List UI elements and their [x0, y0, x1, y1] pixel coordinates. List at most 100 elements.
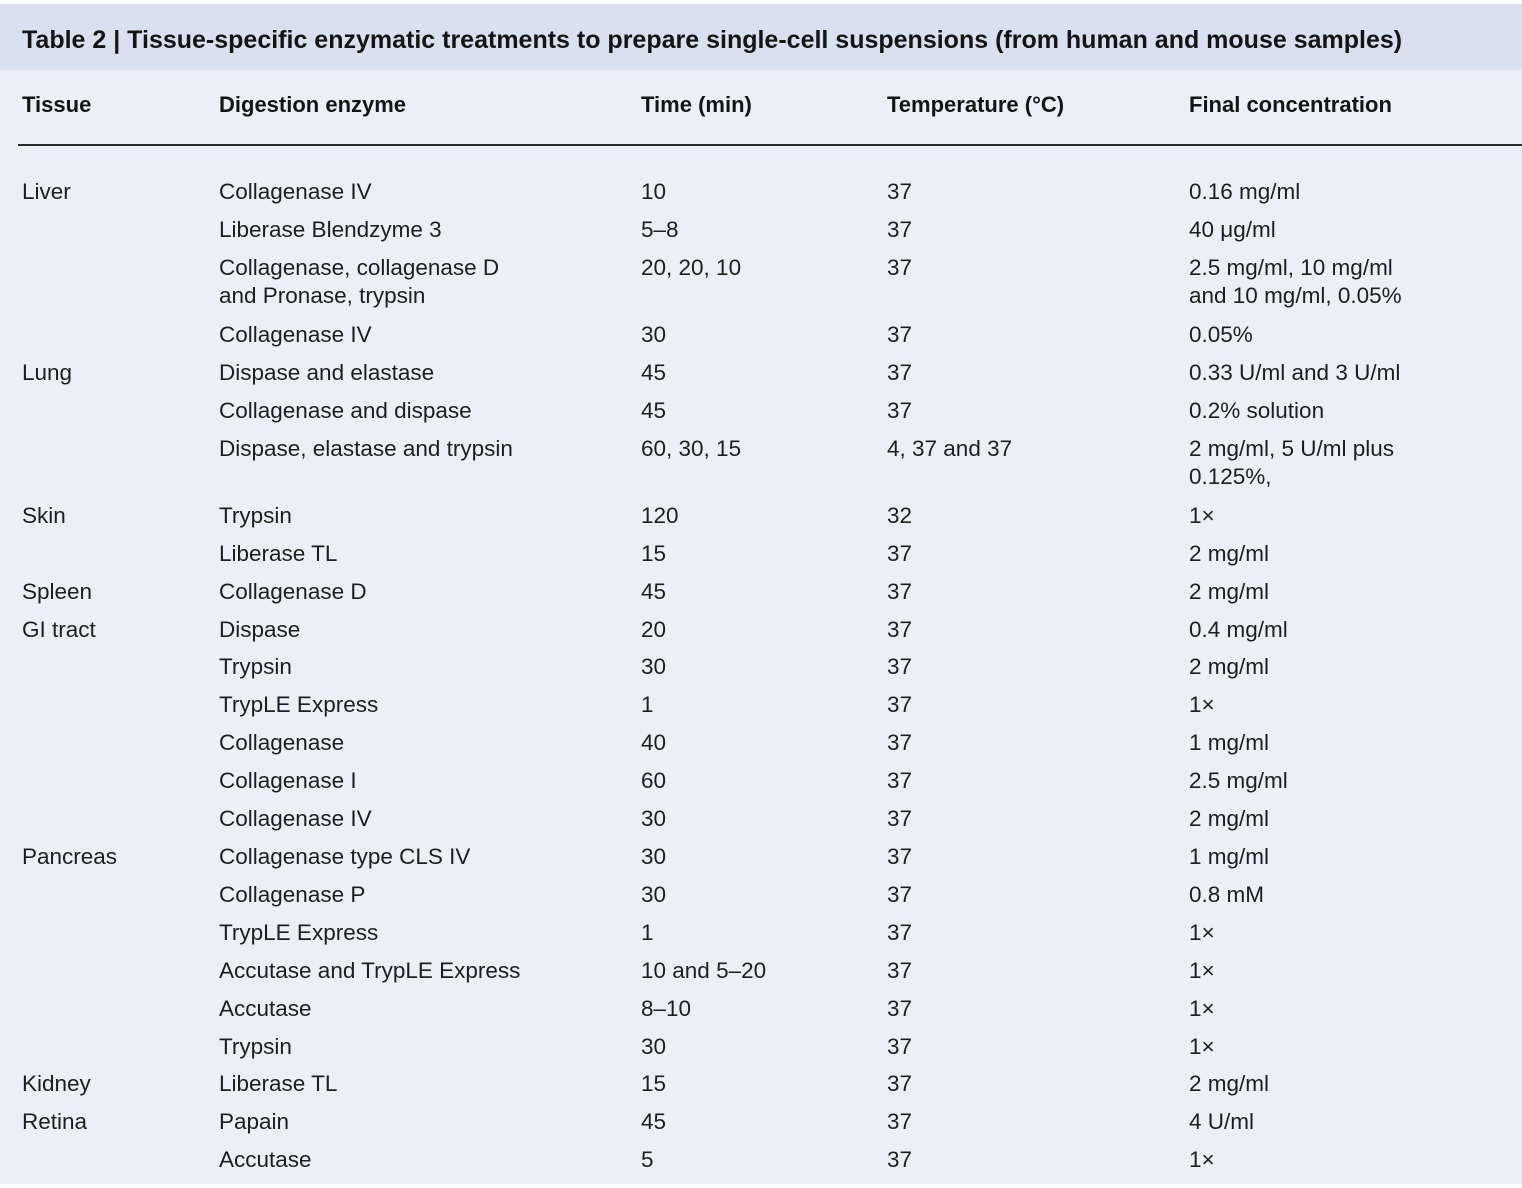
cell-temperature: 37 [887, 920, 913, 945]
cell-final-concentration: 0.05% [1189, 322, 1253, 347]
cell-temperature: 37 [887, 579, 913, 604]
cell-temperature: 37 [887, 654, 913, 679]
cell-time: 5–8 [641, 217, 679, 242]
cell-time: 1 [641, 692, 654, 717]
cell-digestion-enzyme: TrypLE Express [219, 692, 379, 717]
cell-final-concentration: 40 μg/ml [1189, 217, 1276, 242]
cell-final-concentration: 4 U/ml [1189, 1109, 1255, 1134]
cell-digestion-enzyme: Dispase, elastase and trypsin [219, 436, 513, 461]
cell-time: 15 [641, 541, 667, 566]
cell-time: 45 [641, 579, 667, 604]
cell-time: 30 [641, 882, 667, 907]
cell-tissue: Lung [22, 360, 73, 385]
cell-digestion-enzyme: Dispase and elastase [219, 360, 435, 385]
caption-bar: Table 2 | Tissue-specific enzymatic trea… [0, 4, 1522, 70]
cell-digestion-enzyme: Collagenase P [219, 882, 366, 907]
cell-time: 20, 20, 10 [641, 255, 742, 280]
cell-final-concentration: 1× [1189, 503, 1215, 528]
cell-digestion-enzyme: Papain [219, 1109, 290, 1134]
cell-temperature: 37 [887, 217, 913, 242]
cell-final-concentration: 2.5 mg/ml [1189, 768, 1288, 793]
cell-temperature: 37 [887, 1147, 913, 1172]
table-panel: Table 2 | Tissue-specific enzymatic trea… [0, 4, 1522, 1184]
cell-time: 120 [641, 503, 679, 528]
cell-digestion-enzyme: Trypsin [219, 654, 292, 679]
cell-time: 10 and 5–20 [641, 958, 767, 983]
cell-digestion-enzyme: Collagenase IV [219, 806, 372, 831]
cell-temperature: 37 [887, 255, 913, 280]
cell-time: 40 [641, 730, 667, 755]
cell-temperature: 37 [887, 730, 913, 755]
cell-temperature: 37 [887, 617, 913, 642]
cell-digestion-enzyme: Liberase TL [219, 1071, 338, 1096]
cell-final-concentration: 0.4 mg/ml [1189, 617, 1288, 642]
cell-final-concentration: 1× [1189, 692, 1215, 717]
cell-digestion-enzyme: Trypsin [219, 1034, 292, 1059]
cell-digestion-enzyme: Trypsin [219, 503, 292, 528]
cell-final-concentration: 1× [1189, 996, 1215, 1021]
cell-tissue: Liver [22, 179, 71, 204]
cell-tissue: Spleen [22, 579, 93, 604]
cell-final-concentration: 1 mg/ml [1189, 730, 1270, 755]
cell-final-concentration: 2 mg/ml [1189, 1071, 1270, 1096]
table-caption: Table 2 | Tissue-specific enzymatic trea… [22, 26, 1403, 54]
cell-temperature: 37 [887, 996, 913, 1021]
cell-digestion-enzyme: TrypLE Express [219, 920, 379, 945]
cell-digestion-enzyme: Dispase [219, 617, 301, 642]
cell-digestion-enzyme: Accutase and TrypLE Express [219, 958, 521, 983]
cell-digestion-enzyme: Liberase Blendzyme 3 [219, 217, 442, 242]
cell-digestion-enzyme: Collagenase D [219, 579, 367, 604]
cell-final-concentration: 2 mg/ml [1189, 579, 1270, 604]
cell-temperature: 37 [887, 768, 913, 793]
cell-tissue: Pancreas [22, 844, 118, 869]
cell-digestion-enzyme: Liberase TL [219, 541, 338, 566]
cell-temperature: 37 [887, 844, 913, 869]
column-header-temperature: Temperature (°C) [887, 92, 1065, 117]
cell-time: 30 [641, 654, 667, 679]
cell-tissue: Retina [22, 1109, 88, 1134]
cell-temperature: 37 [887, 806, 913, 831]
cell-final-concentration: 0.16 mg/ml [1189, 179, 1301, 204]
cell-final-concentration: 2.5 mg/ml, 10 mg/ml and 10 mg/ml, 0.05% [1189, 255, 1402, 308]
column-header-time: Time (min) [641, 92, 752, 117]
cell-digestion-enzyme: Collagenase, collagenase D and Pronase, … [219, 255, 500, 308]
cell-final-concentration: 0.8 mM [1189, 882, 1265, 907]
column-header-digestion-enzyme: Digestion enzyme [219, 92, 407, 117]
cell-temperature: 37 [887, 1034, 913, 1059]
cell-final-concentration: 1× [1189, 1147, 1215, 1172]
cell-time: 30 [641, 844, 667, 869]
cell-final-concentration: 0.2% solution [1189, 398, 1325, 423]
cell-temperature: 37 [887, 398, 913, 423]
cell-tissue: Kidney [22, 1071, 91, 1096]
cell-tissue: GI tract [22, 617, 96, 642]
cell-final-concentration: 1 mg/ml [1189, 844, 1270, 869]
cell-digestion-enzyme: Collagenase IV [219, 322, 372, 347]
cell-time: 45 [641, 360, 667, 385]
cell-final-concentration: 2 mg/ml [1189, 541, 1270, 566]
header-divider [18, 144, 1522, 146]
cell-temperature: 32 [887, 503, 913, 528]
cell-temperature: 37 [887, 360, 913, 385]
cell-time: 15 [641, 1071, 667, 1096]
cell-temperature: 4, 37 and 37 [887, 436, 1013, 461]
cell-final-concentration: 1× [1189, 958, 1215, 983]
cell-final-concentration: 0.33 U/ml and 3 U/ml [1189, 360, 1401, 385]
column-header-final-concentration: Final concentration [1189, 92, 1392, 117]
cell-digestion-enzyme: Collagenase and dispase [219, 398, 472, 423]
cell-time: 45 [641, 398, 667, 423]
cell-temperature: 37 [887, 322, 913, 347]
cell-time: 30 [641, 806, 667, 831]
cell-temperature: 37 [887, 1109, 913, 1134]
cell-temperature: 37 [887, 958, 913, 983]
cell-temperature: 37 [887, 541, 913, 566]
cell-time: 60 [641, 768, 667, 793]
cell-final-concentration: 1× [1189, 1034, 1215, 1059]
table-header-row: Tissue Digestion enzyme Time (min) Tempe… [0, 92, 1522, 128]
cell-digestion-enzyme: Accutase [219, 1147, 312, 1172]
cell-temperature: 37 [887, 692, 913, 717]
cell-digestion-enzyme: Collagenase I [219, 768, 357, 793]
cell-time: 8–10 [641, 996, 692, 1021]
cell-time: 45 [641, 1109, 667, 1134]
cell-digestion-enzyme: Accutase [219, 996, 312, 1021]
cell-final-concentration: 2 mg/ml [1189, 806, 1270, 831]
